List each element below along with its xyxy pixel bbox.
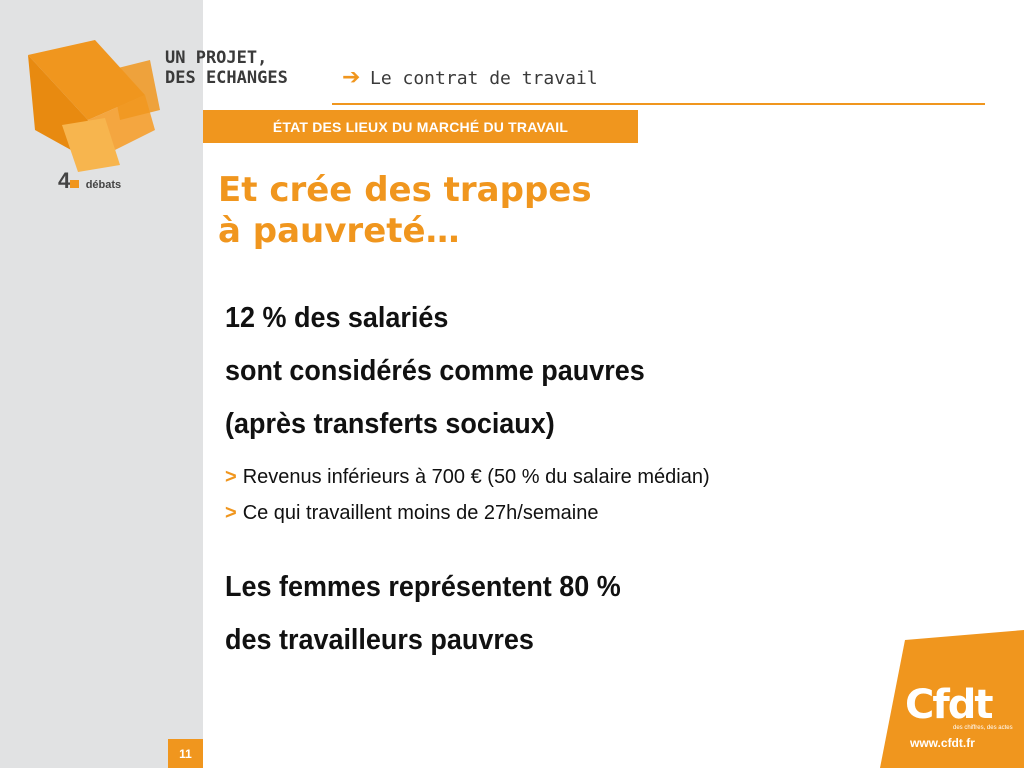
logo-box-icon: [70, 180, 80, 188]
page-number: 11: [168, 739, 203, 768]
main-statement-line1: 12 % des salariés: [225, 302, 449, 334]
cfdt-tagline: des chiffres, des actes: [953, 725, 1013, 731]
section-tag: ÉTAT DES LIEUX DU MARCHÉ DU TRAVAIL: [203, 110, 638, 143]
cube-small: [62, 118, 120, 172]
bullet-item: > Revenus inférieurs à 700 € (50 % du sal…: [225, 459, 985, 495]
header-title-line1: UN PROJET,: [165, 48, 268, 68]
cfdt-url: www.cfdt.fr: [910, 736, 975, 750]
slide-title-line2: à pauvreté…: [218, 211, 460, 251]
cube-logo-icon: [28, 40, 160, 172]
bullet-item: > Ce qui travaillent moins de 27h/semaine: [225, 495, 985, 531]
logo-word: débats: [85, 179, 122, 191]
main-statement-line3: (après transferts sociaux): [225, 408, 555, 440]
bullet-list: > Revenus inférieurs à 700 € (50 % du sal…: [225, 459, 985, 531]
chevron-right-icon: >: [225, 502, 237, 524]
bullet-text: Ce qui travaillent moins de 27h/semaine: [242, 502, 599, 524]
logo-number: 4: [58, 168, 70, 193]
main-statement-line2: sont considérés comme pauvres: [225, 355, 645, 387]
slide-title-line1: Et crée des trappes: [218, 170, 592, 210]
bullet-text: Revenus inférieurs à 700 € (50 % du sala…: [242, 466, 710, 488]
header-divider: [332, 103, 985, 105]
conclusion-line1: Les femmes représentent 80 %: [225, 571, 621, 603]
header-title-line2: DES ECHANGES: [165, 68, 288, 88]
header-title: UN PROJET, DES ECHANGES: [165, 48, 288, 88]
chevron-right-icon: >: [225, 466, 237, 488]
slide-title: Et crée des trappes à pauvreté…: [218, 170, 918, 252]
debats-logo: 4 débats: [58, 168, 121, 194]
cfdt-corner-shape: [880, 630, 1024, 768]
cfdt-logo: Cfdt: [905, 682, 994, 728]
cube-large: [28, 40, 145, 120]
cube-mid: [110, 60, 160, 120]
slide-content: 12 % des salariés sont considérés comme …: [225, 292, 985, 667]
arrow-right-icon: ➔: [342, 65, 361, 90]
conclusion-line2: des travailleurs pauvres: [225, 624, 534, 656]
header-subtitle: Le contrat de travail: [370, 68, 598, 89]
